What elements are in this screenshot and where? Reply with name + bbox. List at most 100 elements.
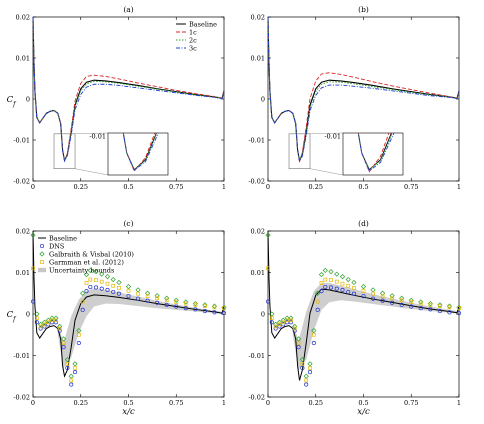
galbraith-marker: [57, 323, 63, 330]
y-tick-label: 0.01: [251, 269, 265, 277]
garmman-marker: [222, 306, 226, 311]
x-tick-label: 0.25: [74, 183, 88, 191]
galbraith-marker: [80, 290, 86, 296]
galbraith-marker: [370, 287, 376, 293]
galbraith-marker: [45, 317, 51, 323]
garmman-marker: [308, 366, 312, 370]
zoom-connector: [74, 168, 109, 176]
galbraith-marker: [202, 302, 208, 308]
inset-tick-label: -0.01: [324, 132, 341, 140]
dns-marker: [319, 289, 324, 294]
plot-panel-1: (b) -0.02 -0.01 0 0.01 0.02 0 0.25 0.5 0.75 1 -0.01: [248, 5, 461, 191]
x-tick-label: 1: [457, 183, 461, 191]
dns-marker: [105, 287, 110, 292]
dns-marker: [346, 289, 351, 295]
dns-marker: [399, 302, 404, 307]
dns-marker: [340, 287, 345, 292]
x-tick-label: 0: [266, 183, 270, 191]
x-tick-label: 0.75: [169, 399, 183, 407]
galbraith-marker: [269, 311, 275, 317]
galbraith-marker: [76, 328, 82, 334]
galbraith-marker: [446, 303, 453, 309]
garmman-marker: [285, 318, 289, 323]
x-tick-label: 0: [266, 399, 270, 407]
galbraith-marker: [345, 276, 351, 283]
y-tick-label: -0.02: [13, 393, 30, 401]
galbraith-marker: [211, 303, 218, 309]
garmman-marker: [371, 291, 375, 296]
y-tick-label: 0: [26, 95, 30, 103]
dns-marker: [116, 291, 122, 296]
marker-series-garmman: [31, 266, 226, 383]
galbraith-marker: [64, 357, 70, 363]
inset-series-c3: [122, 133, 159, 172]
garmman-marker: [111, 283, 116, 288]
dns-marker: [61, 345, 66, 350]
dns-marker: [315, 307, 320, 312]
x-tick-label: 0.75: [169, 183, 183, 191]
y-tick-label: 0.01: [251, 54, 265, 62]
legend-label: Galbraith & Visbal (2010): [49, 250, 134, 258]
garmman-marker: [380, 294, 385, 299]
garmman-marker: [69, 378, 74, 383]
galbraith-marker: [322, 267, 328, 274]
garmman-marker: [300, 361, 305, 366]
uncertainty-band: [292, 282, 459, 371]
y-tick-label: -0.01: [13, 136, 30, 144]
series-line-c3: [32, 16, 225, 163]
dns-marker: [456, 311, 462, 316]
marker-series-galbraith: [30, 232, 227, 379]
garmman-marker: [38, 324, 43, 329]
galbraith-marker: [328, 269, 334, 275]
dns-marker: [334, 286, 339, 291]
garmman-marker: [31, 266, 35, 271]
y-tick-label: -0.01: [248, 352, 265, 360]
garmman-marker: [84, 281, 89, 285]
dns-marker: [65, 365, 70, 371]
marker-series-garmman: [266, 266, 461, 383]
dns-marker: [34, 320, 39, 325]
galbraith-marker: [41, 319, 48, 325]
galbraith-marker: [93, 269, 99, 275]
galbraith-marker: [173, 297, 179, 303]
garmman-marker: [126, 288, 131, 293]
dns-marker: [390, 300, 395, 305]
dns-marker: [428, 307, 433, 312]
galbraith-marker: [72, 361, 78, 367]
dns-marker: [145, 298, 150, 303]
garmman-marker: [34, 316, 39, 320]
zoom-connector: [309, 168, 344, 176]
galbraith-marker: [49, 315, 55, 321]
galbraith-marker: [154, 293, 160, 299]
marker-series-dns: [30, 284, 227, 387]
x-axis-label: x/c: [122, 407, 135, 417]
garmman-marker: [76, 332, 81, 337]
dns-marker: [307, 370, 313, 375]
x-tick-label: 0.25: [309, 183, 323, 191]
garmman-marker: [390, 296, 394, 301]
dns-marker: [164, 302, 169, 307]
garmman-marker: [304, 378, 309, 383]
dns-marker: [155, 300, 160, 305]
x-tick-label: 0.5: [358, 183, 368, 191]
dns-marker: [351, 291, 357, 296]
dns-marker: [304, 382, 309, 387]
y-tick-label: -0.02: [13, 177, 30, 185]
dns-marker: [202, 309, 207, 314]
galbraith-marker: [292, 323, 298, 330]
garmman-marker: [329, 278, 333, 282]
garmman-marker: [319, 281, 324, 285]
dns-marker: [39, 243, 45, 249]
garmman-marker: [94, 278, 98, 282]
panel-label: (a): [123, 5, 133, 14]
galbraith-marker: [192, 301, 198, 307]
galbraith-marker: [318, 271, 325, 278]
dns-marker: [76, 340, 81, 346]
x-tick-label: 0.25: [74, 399, 88, 407]
galbraith-marker: [116, 279, 122, 286]
garmman-marker: [164, 298, 169, 303]
garmman-marker: [346, 283, 351, 288]
legend-label: Garmman et al. (2012): [49, 258, 124, 266]
galbraith-marker: [295, 336, 302, 342]
